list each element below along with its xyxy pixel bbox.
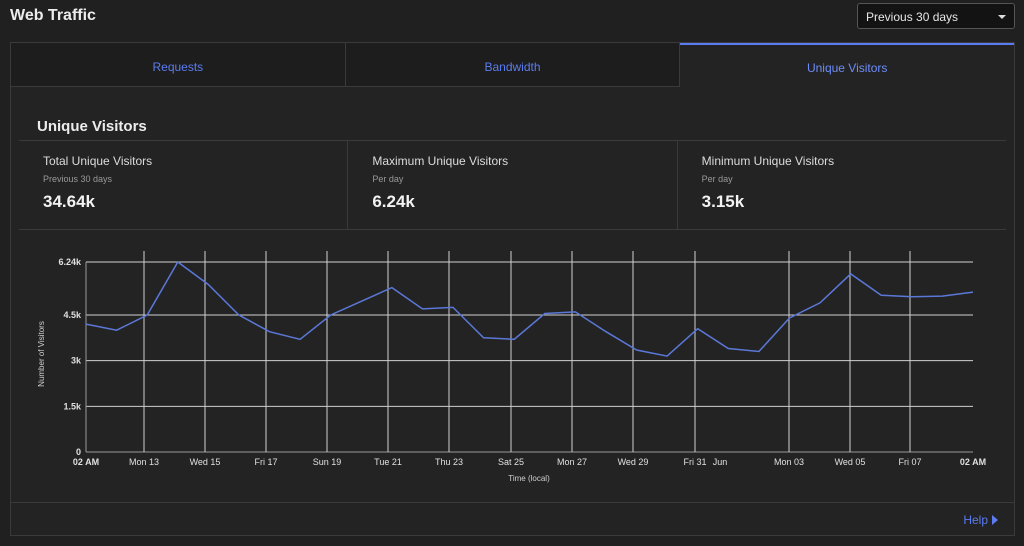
divider xyxy=(19,140,1006,141)
tab-requests[interactable]: Requests xyxy=(11,43,346,87)
stat-minimum: Minimum Unique Visitors Per day 3.15k xyxy=(678,141,1006,229)
y-tick-label: 4.5k xyxy=(63,310,82,320)
stat-sublabel: Per day xyxy=(372,174,404,184)
x-tick-label: Sat 25 xyxy=(498,457,524,467)
stat-label: Maximum Unique Visitors xyxy=(372,154,509,168)
section-title: Unique Visitors xyxy=(37,118,147,135)
y-axis-title: Number of Visitors xyxy=(37,321,46,387)
x-tick-label: Tue 21 xyxy=(374,457,402,467)
stats-row: Total Unique Visitors Previous 30 days 3… xyxy=(19,141,1006,230)
x-tick-label: Thu 23 xyxy=(435,457,463,467)
date-range-value: Previous 30 days xyxy=(866,10,959,24)
visitors-line-chart: 0 1.5k 3k 4.5k 6.24k 02 AM Mon 13 Wed 15 Fri 17 S… xyxy=(37,251,986,483)
help-label: Help xyxy=(963,513,988,527)
y-tick-label: 0 xyxy=(76,447,81,457)
series-line xyxy=(85,260,974,357)
y-tick-label: 1.5k xyxy=(63,401,82,411)
x-tick-label: Wed 15 xyxy=(190,457,221,467)
stat-value: 34.64k xyxy=(43,192,95,211)
x-tick-label: 02 AM xyxy=(960,457,986,467)
tab-unique-visitors[interactable]: Unique Visitors xyxy=(680,43,1015,87)
x-tick-label: Fri 31 xyxy=(683,457,706,467)
x-tick-label: 02 AM xyxy=(73,457,99,467)
x-axis-title: Time (local) xyxy=(508,474,550,483)
chevron-right-icon xyxy=(992,515,998,525)
x-tick-label: Wed 29 xyxy=(618,457,649,467)
tab-bar: Requests Bandwidth Unique Visitors xyxy=(11,43,1015,87)
traffic-panel: Requests Bandwidth Unique Visitors Uniqu… xyxy=(10,42,1015,536)
x-tick-label: Mon 13 xyxy=(129,457,159,467)
stat-sublabel: Per day xyxy=(701,174,733,184)
chevron-down-icon xyxy=(998,15,1006,19)
y-tick-label: 3k xyxy=(71,356,82,366)
stat-label: Total Unique Visitors xyxy=(43,154,153,168)
y-tick-label: 6.24k xyxy=(58,257,82,267)
x-tick-label: Mon 27 xyxy=(557,457,587,467)
stat-total: Total Unique Visitors Previous 30 days 3… xyxy=(19,141,349,229)
stat-value: 6.24k xyxy=(372,192,415,211)
x-tick-label: Sun 19 xyxy=(313,457,342,467)
x-tick-label: Fri 07 xyxy=(898,457,921,467)
stat-value: 3.15k xyxy=(701,192,745,211)
stat-sublabel: Previous 30 days xyxy=(43,174,113,184)
x-tick-label: Jun xyxy=(713,457,728,467)
page-title: Web Traffic xyxy=(10,7,96,24)
tab-bandwidth[interactable]: Bandwidth xyxy=(345,43,681,87)
help-link[interactable]: Help xyxy=(963,513,998,527)
stat-label: Minimum Unique Visitors xyxy=(701,154,835,168)
x-tick-label: Mon 03 xyxy=(774,457,804,467)
date-range-select[interactable]: Previous 30 days xyxy=(857,3,1015,29)
x-tick-label: Fri 17 xyxy=(254,457,277,467)
stat-maximum: Maximum Unique Visitors Per day 6.24k xyxy=(348,141,678,229)
footer-divider xyxy=(11,502,1014,503)
x-tick-label: Wed 05 xyxy=(835,457,866,467)
